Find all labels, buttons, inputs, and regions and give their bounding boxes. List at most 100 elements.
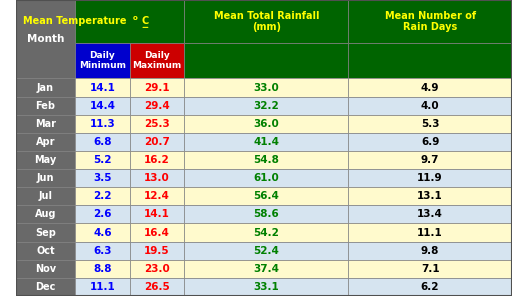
Bar <box>15 260 75 278</box>
Bar <box>184 223 348 242</box>
Bar <box>184 78 348 96</box>
Bar <box>75 278 130 296</box>
Text: 13.0: 13.0 <box>144 173 170 183</box>
Bar <box>15 187 75 205</box>
Bar <box>75 133 130 151</box>
Text: Aug: Aug <box>35 209 56 219</box>
Bar <box>184 242 348 260</box>
Text: 2.2: 2.2 <box>93 191 112 201</box>
Text: 16.4: 16.4 <box>144 228 170 238</box>
Bar <box>348 205 512 223</box>
Text: 54.8: 54.8 <box>253 155 279 165</box>
Text: 5.3: 5.3 <box>421 119 439 129</box>
Text: 41.4: 41.4 <box>253 137 279 147</box>
Text: Dec: Dec <box>35 282 56 292</box>
Bar <box>130 242 184 260</box>
Text: 4.6: 4.6 <box>93 228 112 238</box>
Bar <box>75 0 184 43</box>
Text: Month: Month <box>27 34 64 44</box>
Bar <box>130 151 184 169</box>
Bar <box>130 78 184 96</box>
Bar <box>15 278 75 296</box>
Bar <box>348 278 512 296</box>
Text: Nov: Nov <box>35 264 56 274</box>
Bar <box>348 242 512 260</box>
Text: 58.6: 58.6 <box>253 209 279 219</box>
Bar <box>184 205 348 223</box>
Bar <box>15 169 75 187</box>
Text: 19.5: 19.5 <box>144 246 170 256</box>
Bar <box>348 133 512 151</box>
Text: 6.2: 6.2 <box>421 282 439 292</box>
Text: 52.4: 52.4 <box>253 246 279 256</box>
Bar <box>130 223 184 242</box>
Text: 11.1: 11.1 <box>417 228 443 238</box>
Text: Mar: Mar <box>35 119 56 129</box>
Text: 29.4: 29.4 <box>144 101 170 111</box>
Bar <box>130 187 184 205</box>
Text: 33.0: 33.0 <box>253 83 279 93</box>
Bar <box>184 0 348 43</box>
Text: Jan: Jan <box>37 83 54 93</box>
Text: Mean Number of
Rain Days: Mean Number of Rain Days <box>385 11 476 32</box>
Bar <box>15 151 75 169</box>
Text: 13.4: 13.4 <box>417 209 443 219</box>
Bar <box>75 169 130 187</box>
Bar <box>75 223 130 242</box>
Text: 7.1: 7.1 <box>421 264 439 274</box>
Text: 20.7: 20.7 <box>144 137 170 147</box>
Text: Jun: Jun <box>37 173 54 183</box>
Text: 4.9: 4.9 <box>421 83 439 93</box>
Text: 11.1: 11.1 <box>90 282 115 292</box>
Text: 9.8: 9.8 <box>421 246 439 256</box>
Bar <box>75 187 130 205</box>
Text: 6.9: 6.9 <box>421 137 439 147</box>
Bar <box>184 278 348 296</box>
Bar <box>184 187 348 205</box>
Bar <box>15 96 75 115</box>
Text: Mean Total Rainfall
(mm): Mean Total Rainfall (mm) <box>214 11 319 32</box>
Bar <box>75 151 130 169</box>
Text: 16.2: 16.2 <box>144 155 170 165</box>
Bar <box>184 151 348 169</box>
Text: 36.0: 36.0 <box>253 119 279 129</box>
Bar <box>348 187 512 205</box>
Bar <box>15 242 75 260</box>
Text: 4.0: 4.0 <box>421 101 439 111</box>
Bar <box>184 133 348 151</box>
Text: 61.0: 61.0 <box>253 173 279 183</box>
Bar <box>75 43 130 78</box>
Text: Sep: Sep <box>35 228 56 238</box>
Text: C: C <box>141 17 148 26</box>
Text: Daily
Minimum: Daily Minimum <box>79 51 126 70</box>
Text: 14.4: 14.4 <box>90 101 116 111</box>
Text: 3.5: 3.5 <box>93 173 112 183</box>
Bar <box>130 133 184 151</box>
Text: Daily
Maximum: Daily Maximum <box>133 51 182 70</box>
Bar <box>15 223 75 242</box>
Text: 8.8: 8.8 <box>93 264 112 274</box>
Text: Apr: Apr <box>36 137 55 147</box>
Bar <box>348 0 512 43</box>
Text: 14.1: 14.1 <box>90 83 115 93</box>
Bar <box>130 115 184 133</box>
Bar <box>184 115 348 133</box>
Bar <box>130 260 184 278</box>
Text: 56.4: 56.4 <box>253 191 279 201</box>
Text: 26.5: 26.5 <box>144 282 170 292</box>
Bar <box>75 260 130 278</box>
Text: 29.1: 29.1 <box>144 83 170 93</box>
Bar <box>15 115 75 133</box>
Bar <box>15 0 75 78</box>
Bar <box>130 169 184 187</box>
Bar <box>184 43 348 78</box>
Bar <box>75 96 130 115</box>
Text: 5.2: 5.2 <box>93 155 112 165</box>
Bar <box>348 115 512 133</box>
Text: 6.8: 6.8 <box>93 137 112 147</box>
Text: Jul: Jul <box>38 191 52 201</box>
Text: Feb: Feb <box>35 101 55 111</box>
Bar <box>348 169 512 187</box>
Bar <box>75 115 130 133</box>
Text: May: May <box>34 155 56 165</box>
